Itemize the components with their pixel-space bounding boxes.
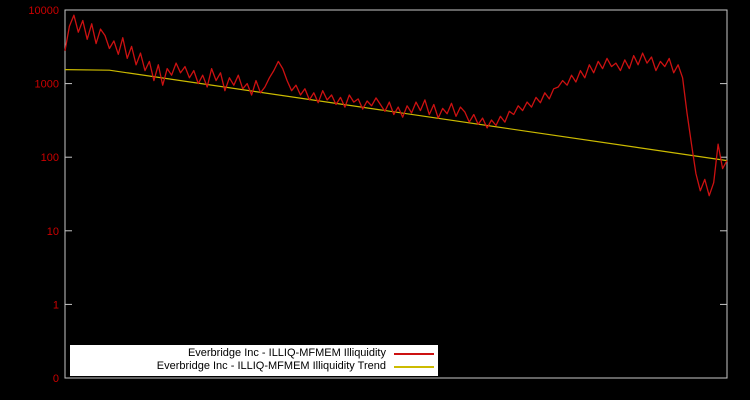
y-tick-label: 1 <box>53 299 59 311</box>
y-tick-label: 100 <box>41 152 59 164</box>
y-tick-label: 0 <box>53 373 59 385</box>
legend-label-trend: Everbridge Inc - ILLIQ-MFMEM Illiquidity… <box>156 360 386 372</box>
trend-line <box>64 69 728 162</box>
legend-item-illiquidity: Everbridge Inc - ILLIQ-MFMEM Illiquidity <box>74 347 434 360</box>
y-tick-label: 1000 <box>35 79 59 91</box>
y-tick-label: 10000 <box>28 5 59 17</box>
chart-legend: Everbridge Inc - ILLIQ-MFMEM Illiquidity… <box>70 345 438 376</box>
legend-line-sample-illiquidity <box>394 352 434 355</box>
legend-line-sample-trend <box>394 365 434 368</box>
plot-border <box>64 9 728 379</box>
y-tick-label: 10 <box>47 226 59 238</box>
illiquidity-line <box>64 14 728 197</box>
legend-label-illiquidity: Everbridge Inc - ILLIQ-MFMEM Illiquidity <box>187 347 386 359</box>
legend-item-trend: Everbridge Inc - ILLIQ-MFMEM Illiquidity… <box>74 360 434 373</box>
